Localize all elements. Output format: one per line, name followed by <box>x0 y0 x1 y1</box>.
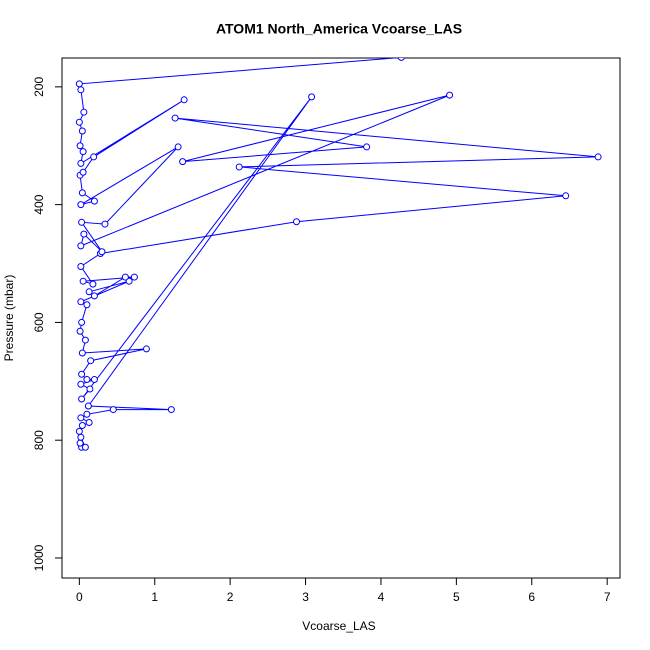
data-point <box>90 292 98 300</box>
chart-title: ATOM1 North_America Vcoarse_LAS <box>216 21 462 37</box>
data-point <box>78 349 86 357</box>
data-point <box>81 336 89 344</box>
data-point <box>142 345 150 353</box>
data-point <box>79 168 87 176</box>
data-point <box>78 189 86 197</box>
data-point <box>87 357 95 365</box>
series-line <box>78 58 599 448</box>
data-point <box>78 127 86 135</box>
x-axis-label: Vcoarse_LAS <box>302 619 375 633</box>
x-tick-label: 4 <box>378 590 385 604</box>
data-point <box>562 192 570 200</box>
data-point <box>174 143 182 151</box>
x-tick-label: 3 <box>302 590 309 604</box>
data-point <box>83 410 91 418</box>
data-point <box>80 108 88 116</box>
data-point <box>109 406 117 414</box>
data-point <box>90 153 98 161</box>
data-point <box>594 153 602 161</box>
data-point <box>81 443 89 451</box>
data-point <box>77 159 85 167</box>
data-point <box>84 402 92 410</box>
data-point <box>171 114 179 122</box>
data-point <box>101 220 109 228</box>
plot-area <box>75 37 602 451</box>
x-tick-label: 5 <box>453 590 460 604</box>
y-tick-label: 1000 <box>32 544 46 571</box>
x-tick-label: 7 <box>604 590 611 604</box>
y-tick-label: 200 <box>32 77 46 97</box>
data-point <box>79 277 87 285</box>
data-point <box>80 230 88 238</box>
data-point <box>397 58 405 61</box>
data-point <box>83 301 91 309</box>
data-point <box>130 273 138 281</box>
data-point <box>89 280 97 288</box>
data-point <box>167 406 175 414</box>
data-point <box>75 80 83 88</box>
data-point <box>77 298 85 306</box>
data-point <box>78 318 86 326</box>
data-point <box>77 380 85 388</box>
data-point <box>85 419 93 427</box>
data-point <box>363 143 371 151</box>
data-point <box>78 421 86 429</box>
data-point <box>83 376 91 384</box>
data-point <box>85 288 93 296</box>
x-tick-label: 0 <box>76 590 83 604</box>
x-tick-label: 6 <box>528 590 535 604</box>
y-tick-label: 400 <box>32 194 46 214</box>
data-point <box>77 86 85 94</box>
data-point <box>86 385 94 393</box>
data-point <box>77 262 85 270</box>
data-point <box>76 142 84 150</box>
data-point <box>77 414 85 422</box>
data-point <box>121 273 129 281</box>
data-point <box>80 37 86 43</box>
data-point <box>75 427 83 435</box>
x-tick-label: 2 <box>227 590 234 604</box>
data-point <box>77 201 85 209</box>
data-point <box>235 163 243 171</box>
data-point <box>90 197 98 205</box>
data-point <box>78 395 86 403</box>
data-point <box>78 218 86 226</box>
data-point <box>79 148 87 156</box>
y-tick-label: 600 <box>32 312 46 332</box>
data-point <box>293 218 301 226</box>
data-point <box>180 96 188 104</box>
plot-frame <box>61 57 621 579</box>
data-point <box>77 433 85 441</box>
data-point <box>76 327 84 335</box>
data-point <box>308 93 316 101</box>
data-point <box>75 118 83 126</box>
data-point <box>78 370 86 378</box>
data-point <box>446 91 454 99</box>
data-point <box>76 439 84 447</box>
y-axis-label: Pressure (mbar) <box>2 275 16 362</box>
y-tick-label: 800 <box>32 430 46 450</box>
x-tick-label: 1 <box>151 590 158 604</box>
data-point <box>90 376 98 384</box>
data-point <box>77 242 85 250</box>
data-point <box>98 248 106 256</box>
data-point <box>179 158 187 166</box>
